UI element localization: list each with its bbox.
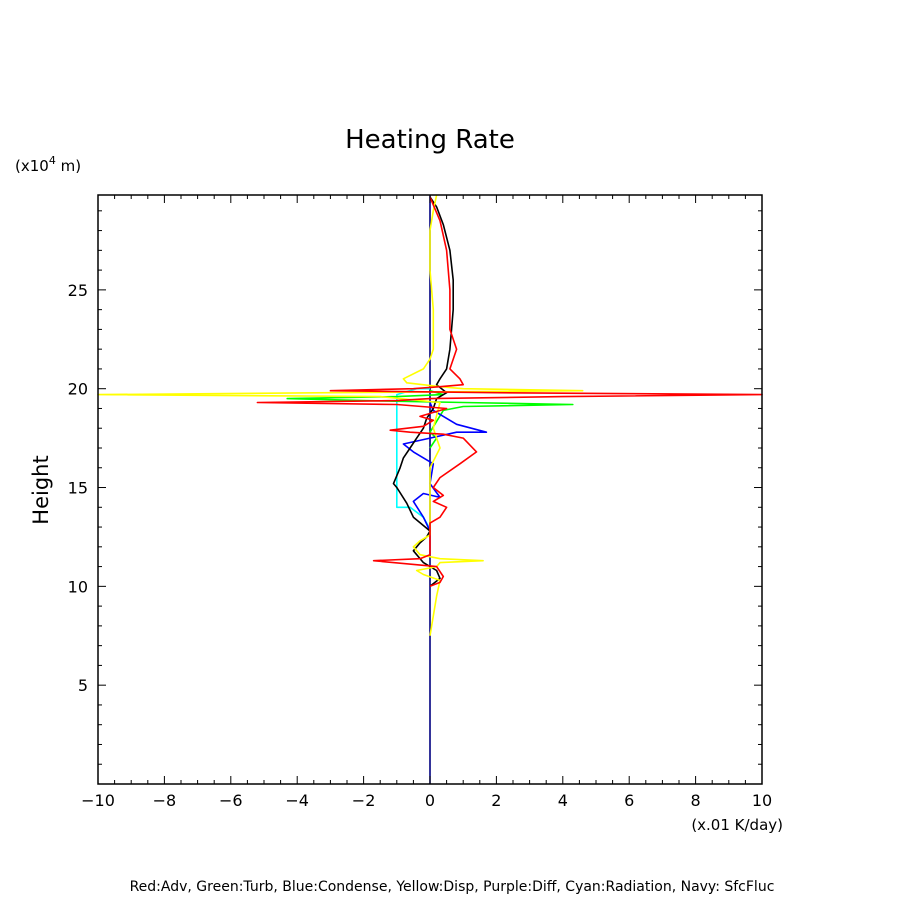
y-axis-label: Height bbox=[29, 455, 53, 524]
chart-title: Heating Rate bbox=[345, 125, 515, 155]
y-tick-label: 10 bbox=[68, 577, 88, 596]
ticks-layer bbox=[97, 195, 763, 784]
x-tick-label: 4 bbox=[558, 791, 568, 810]
x-tick-label: 8 bbox=[691, 791, 701, 810]
x-tick-labels: −10 −8 −6 −4 −2 0 2 4 6 8 10 bbox=[81, 791, 772, 810]
x-tick-label: 10 bbox=[752, 791, 772, 810]
y-tick-label: 5 bbox=[78, 676, 88, 695]
x-tick-label: 2 bbox=[491, 791, 501, 810]
x-tick-label: −8 bbox=[153, 791, 177, 810]
x-axis-unit: (x.01 K/day) bbox=[691, 816, 783, 834]
x-tick-label: −2 bbox=[352, 791, 376, 810]
series-line-6 bbox=[256, 196, 763, 588]
y-tick-labels: 5 10 15 20 25 bbox=[68, 281, 88, 695]
y-axis-unit: (x104 m) bbox=[15, 154, 81, 175]
x-tick-label: −4 bbox=[285, 791, 309, 810]
y-unit-exponent: 4 bbox=[49, 154, 56, 167]
x-tick-label: −10 bbox=[81, 791, 115, 810]
y-unit-prefix: (x10 bbox=[15, 157, 49, 175]
series-line-5 bbox=[97, 194, 584, 636]
x-tick-label: 6 bbox=[624, 791, 634, 810]
x-tick-label: 0 bbox=[425, 791, 435, 810]
y-tick-label: 15 bbox=[68, 479, 88, 498]
series-layer bbox=[97, 194, 763, 784]
series-line-3 bbox=[402, 402, 488, 532]
y-tick-label: 25 bbox=[68, 281, 88, 300]
series-line-4 bbox=[392, 196, 455, 587]
legend-text: Red:Adv, Green:Turb, Blue:Condense, Yell… bbox=[130, 879, 775, 895]
y-tick-label: 20 bbox=[68, 380, 88, 399]
y-unit-suffix: m) bbox=[56, 157, 81, 175]
x-tick-label: −6 bbox=[219, 791, 243, 810]
